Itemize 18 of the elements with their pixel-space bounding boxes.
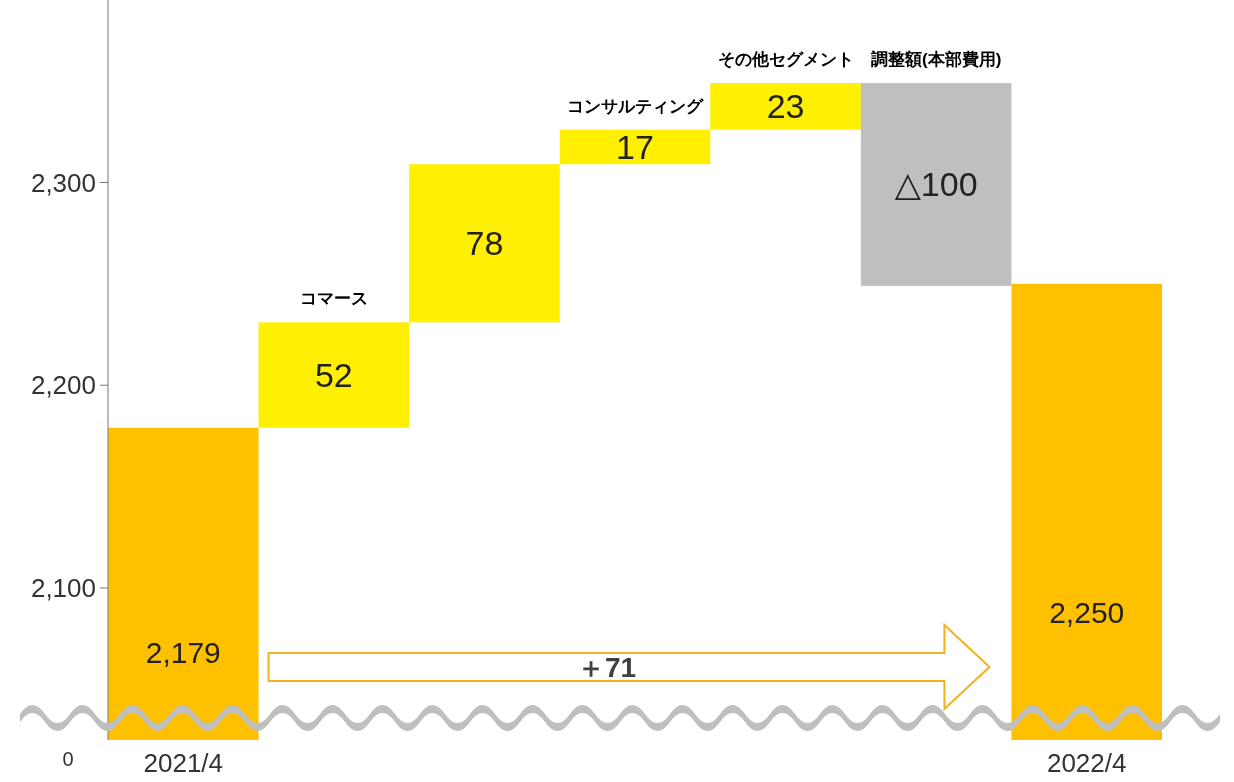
data-label: △100 [894, 165, 978, 204]
y-tick-label: 2,200 [30, 370, 96, 401]
data-label: 17 [616, 127, 654, 166]
y-tick-label: 2,100 [30, 573, 96, 604]
data-label: 2,179 [145, 636, 221, 670]
x-tick-label: コンサルティング [567, 96, 704, 116]
x-tick-label: 調整額(本部費用) [870, 50, 1002, 70]
text: 0 [62, 748, 74, 770]
data-label: 78 [465, 224, 504, 263]
x-tick-label: 2021/4 [143, 748, 224, 778]
x-tick-label: コマース [299, 289, 368, 309]
data-label: 2,250 [1049, 595, 1125, 629]
data-label: 52 [314, 355, 353, 394]
x-tick-label: 2022/4 [1046, 748, 1127, 778]
x-tick-label: その他セグメント [717, 50, 854, 70]
annotation: ＋71 [576, 651, 637, 683]
y-tick-label: 2,300 [30, 167, 96, 198]
data-label: 23 [766, 87, 805, 126]
